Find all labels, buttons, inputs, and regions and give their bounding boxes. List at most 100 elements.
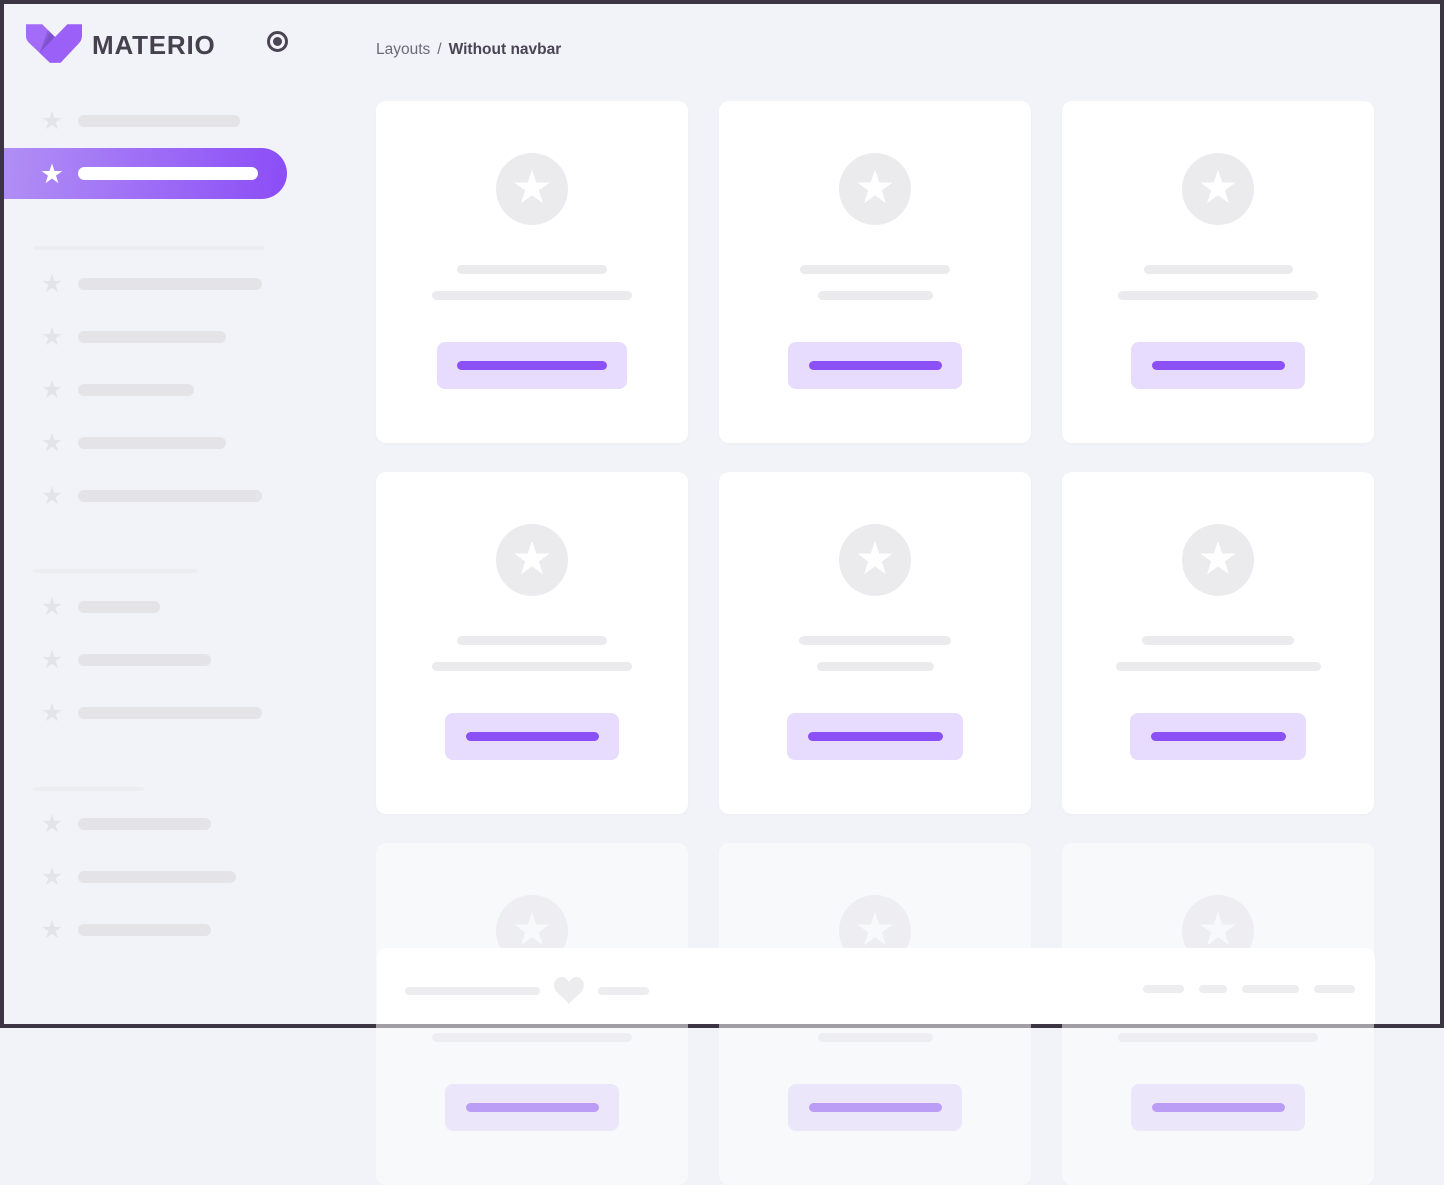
sidebar-item-active[interactable]: ★ (4, 148, 287, 199)
skeleton-button-label (808, 1103, 942, 1112)
star-icon: ★ (1197, 532, 1239, 584)
record-circle-icon[interactable] (267, 31, 288, 52)
placeholder-button[interactable] (437, 342, 627, 389)
placeholder-button[interactable] (788, 1084, 962, 1131)
sidebar-item[interactable]: ★ (4, 916, 211, 944)
skeleton-text (405, 986, 540, 995)
skeleton-subtitle (432, 291, 632, 300)
star-icon: ★ (854, 161, 896, 213)
sidebar-item[interactable]: ★ (4, 646, 211, 674)
placeholder-card: ★ (376, 472, 688, 814)
skeleton-text (1242, 985, 1299, 993)
placeholder-button[interactable] (1131, 342, 1305, 389)
skeleton-text (1314, 985, 1355, 993)
skeleton-subtitle (816, 662, 934, 671)
skeleton-label (78, 818, 211, 830)
footer-left (405, 977, 649, 1004)
star-icon: ★ (1197, 161, 1239, 213)
skeleton-label (78, 331, 226, 343)
materio-m-logo-icon (26, 24, 82, 63)
skeleton-button-label (1151, 361, 1285, 370)
skeleton-title (457, 265, 607, 274)
materio-logo[interactable] (26, 24, 82, 68)
avatar-circle: ★ (496, 153, 568, 225)
skeleton-label (78, 167, 258, 180)
heart-icon (554, 977, 584, 1004)
breadcrumb: Layouts / Without navbar (376, 41, 561, 59)
skeleton-button-label (457, 361, 607, 370)
sidebar-item[interactable]: ★ (4, 863, 236, 891)
skeleton-label (78, 924, 211, 936)
sidebar-item[interactable]: ★ (4, 699, 262, 727)
sidebar-item[interactable]: ★ (4, 272, 262, 297)
placeholder-button[interactable] (1130, 713, 1306, 760)
skeleton-subtitle (1115, 662, 1321, 671)
skeleton-title (457, 636, 607, 645)
brand-title: MATERIO (92, 30, 216, 60)
avatar-circle: ★ (496, 524, 568, 596)
placeholder-card: ★ (1062, 101, 1374, 443)
skeleton-text (1199, 985, 1227, 993)
skeleton-subtitle (817, 291, 933, 300)
sidebar-item[interactable]: ★ (4, 484, 262, 509)
placeholder-button[interactable] (787, 713, 963, 760)
skeleton-title (799, 636, 951, 645)
star-icon: ★ (40, 323, 64, 351)
sidebar-item[interactable]: ★ (4, 593, 160, 621)
skeleton-button-label (807, 732, 943, 741)
skeleton-label (78, 115, 240, 127)
star-icon: ★ (40, 593, 64, 621)
star-icon: ★ (40, 863, 64, 891)
placeholder-button[interactable] (445, 713, 619, 760)
star-icon: ★ (40, 429, 64, 457)
avatar-circle: ★ (839, 524, 911, 596)
sidebar-section-divider (33, 787, 144, 791)
skeleton-text (1143, 985, 1184, 993)
placeholder-button[interactable] (788, 342, 962, 389)
skeleton-label (78, 601, 160, 613)
skeleton-button-label (1151, 1103, 1285, 1112)
breadcrumb-current-page: Without navbar (448, 41, 562, 58)
breadcrumb-separator: / (437, 41, 442, 58)
placeholder-button[interactable] (1131, 1084, 1305, 1131)
placeholder-button[interactable] (445, 1084, 619, 1131)
star-icon: ★ (854, 532, 896, 584)
footer-right (1143, 985, 1355, 993)
skeleton-subtitle (1118, 291, 1318, 300)
star-icon: ★ (40, 699, 64, 727)
placeholder-card: ★ (1062, 472, 1374, 814)
skeleton-label (78, 871, 236, 883)
sidebar-item[interactable]: ★ (4, 323, 226, 351)
star-icon: ★ (511, 532, 553, 584)
sidebar-section-divider (33, 246, 265, 250)
skeleton-label (78, 654, 211, 666)
sidebar-section-divider (33, 569, 197, 573)
skeleton-title (800, 265, 950, 274)
sidebar-item[interactable]: ★ (4, 429, 226, 457)
sidebar-item[interactable]: ★ (4, 810, 211, 838)
skeleton-text (598, 986, 649, 995)
avatar-circle: ★ (1182, 153, 1254, 225)
sidebar-item[interactable]: ★ (4, 376, 194, 404)
star-icon: ★ (854, 903, 896, 955)
skeleton-label (78, 437, 226, 449)
star-icon: ★ (40, 916, 64, 944)
avatar-circle: ★ (839, 153, 911, 225)
avatar-circle: ★ (1182, 524, 1254, 596)
star-icon: ★ (40, 810, 64, 838)
skeleton-label (78, 384, 194, 396)
skeleton-button-label (1150, 732, 1286, 741)
skeleton-subtitle (432, 1033, 632, 1042)
star-icon: ★ (40, 646, 64, 674)
placeholder-card: ★ (376, 101, 688, 443)
star-icon: ★ (40, 107, 64, 135)
star-icon: ★ (40, 376, 64, 404)
placeholder-card: ★ (719, 101, 1031, 443)
sidebar-item[interactable]: ★ (4, 107, 240, 135)
breadcrumb-item-layouts[interactable]: Layouts (376, 41, 431, 58)
skeleton-button-label (465, 1103, 599, 1112)
star-icon: ★ (511, 161, 553, 213)
skeleton-label (78, 490, 262, 502)
app-window: { "header": { "brand": "MATERIO", "logo_… (0, 0, 1444, 1131)
skeleton-button-label (808, 361, 942, 370)
